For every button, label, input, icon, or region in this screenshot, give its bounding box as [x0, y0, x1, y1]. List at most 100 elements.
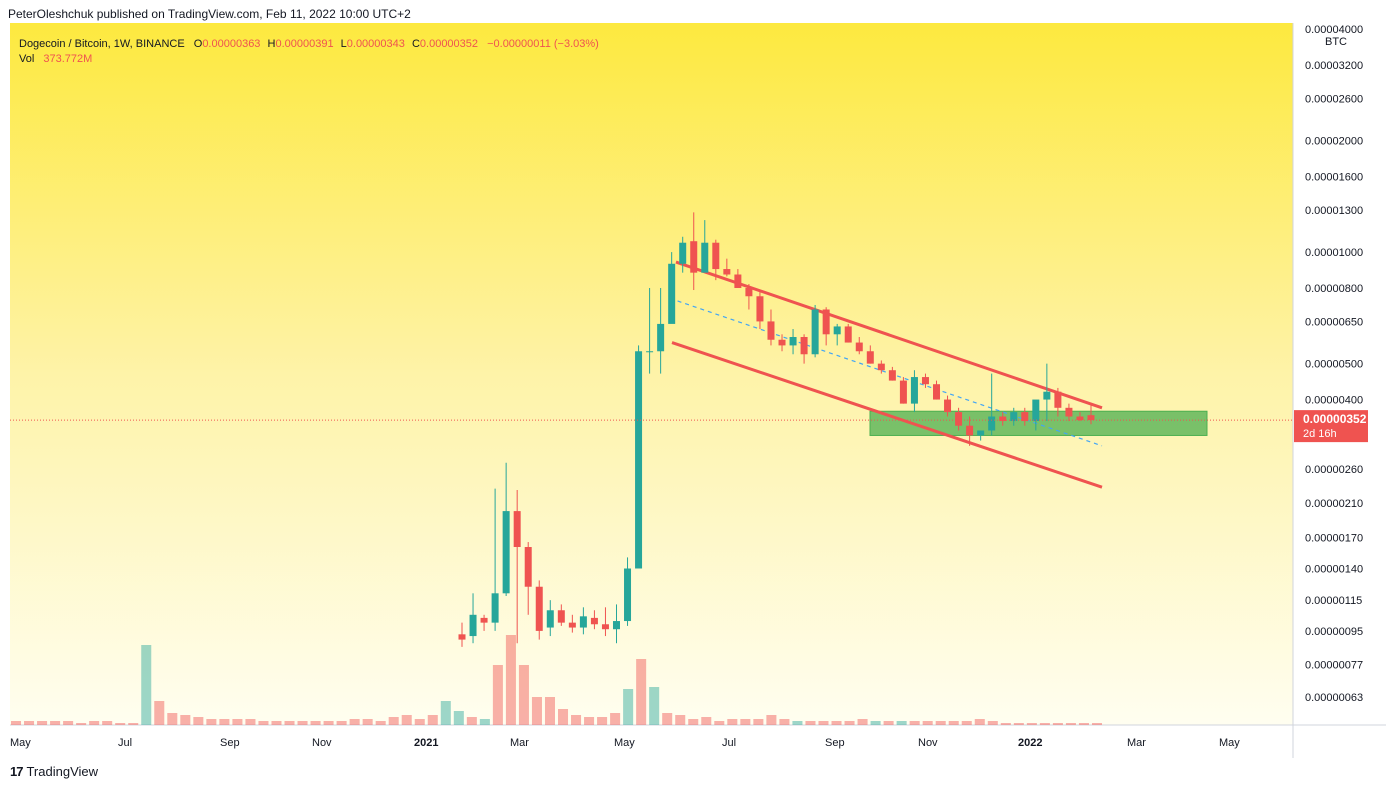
candle-body [557, 610, 565, 623]
volume-bar [258, 721, 269, 725]
candle [723, 258, 731, 277]
candle [844, 323, 852, 343]
price-tick-label: 0.00000210 [1305, 498, 1363, 510]
price-tick-label: 0.00000260 [1305, 464, 1363, 476]
change-value: −0.00000011 (−3.03%) [487, 38, 599, 50]
price-tick-label: 0.00002000 [1305, 136, 1363, 148]
volume-bar [414, 719, 425, 725]
candle-body [1087, 415, 1095, 421]
time-tick-label: Nov [918, 737, 938, 749]
candle [1043, 363, 1051, 422]
candle-body [1043, 391, 1051, 400]
volume-bar [818, 721, 829, 725]
candle-body [888, 370, 896, 381]
volume-bar [362, 719, 373, 725]
volume-bar [636, 659, 647, 725]
time-tick-label: May [10, 737, 31, 749]
chart-area[interactable]: 0.00004000 BTC 0.00003200 0.00002600 0.00002… [0, 23, 1386, 758]
volume-bar [180, 715, 191, 725]
volume-bar [792, 721, 803, 725]
volume-bar [831, 721, 842, 725]
candle-body [690, 241, 698, 273]
high-key: H [267, 38, 276, 50]
volume-bar [1000, 723, 1011, 725]
candle-body [657, 323, 665, 352]
volume-bar [128, 723, 139, 725]
candle-body [712, 242, 720, 270]
volume-bar [909, 721, 920, 725]
time-tick-label: May [1219, 737, 1240, 749]
volume-bar [805, 721, 816, 725]
candle-body [767, 321, 775, 340]
volume-bar [571, 715, 582, 725]
candle [933, 380, 941, 400]
candle-body [546, 610, 554, 628]
candle-body [866, 351, 874, 364]
candle-body [513, 511, 521, 548]
volume-bar [974, 719, 985, 725]
volume-bar [401, 715, 412, 725]
volume-bar [688, 719, 699, 725]
volume-key: Vol [19, 53, 35, 65]
volume-bar [948, 721, 959, 725]
candle-body [734, 274, 742, 289]
candle-body [789, 337, 797, 346]
candle-body [723, 269, 731, 275]
candle [646, 288, 654, 374]
volume-bar [115, 723, 126, 725]
volume-bar [1039, 723, 1050, 725]
price-tick-label: 0.00000077 [1305, 660, 1363, 672]
candle-body [612, 621, 620, 630]
time-tick-label: May [614, 737, 635, 749]
candle [480, 614, 488, 631]
volume-value: 373.772M [43, 53, 93, 65]
candle-body [535, 586, 543, 631]
candle-body [921, 377, 929, 385]
candle [811, 304, 819, 358]
volume-bar [466, 717, 477, 725]
volume-bar [779, 719, 790, 725]
price-tick-label: 0.00001600 [1305, 171, 1363, 183]
candle [524, 542, 532, 615]
price-tick-label: 0.00004000 [1305, 24, 1363, 36]
candle [1021, 407, 1029, 426]
chart-background [10, 23, 1293, 725]
candle [513, 490, 521, 644]
time-axis[interactable]: May Jul Sep Nov 2021 Mar May Jul Sep Nov 2022 Mar Ma… [10, 737, 1240, 749]
volume-bar [597, 717, 608, 725]
candle-body [1021, 412, 1029, 422]
volume-bar [896, 721, 907, 725]
price-scale-background [1293, 23, 1386, 725]
candle-body [590, 617, 598, 625]
price-tick-label: 0.00001000 [1305, 247, 1363, 259]
volume-bar [857, 719, 868, 725]
symbol-title[interactable]: Dogecoin / Bitcoin, 1W, BINANCE [19, 38, 185, 50]
volume-bar [284, 721, 295, 725]
volume-bar [1065, 723, 1076, 725]
volume-bar [1013, 723, 1024, 725]
open-value: 0.00000363 [202, 38, 261, 50]
volume-bar [154, 701, 165, 725]
brand-name[interactable]: TradingView [26, 764, 99, 779]
volume-bar [883, 721, 894, 725]
volume-bar [870, 721, 881, 725]
candle-body [833, 326, 841, 335]
volume-bar [323, 721, 334, 725]
volume-bar [375, 721, 386, 725]
candle-body [778, 339, 786, 346]
candle [1054, 387, 1062, 417]
candle [767, 309, 775, 346]
candle [910, 370, 918, 413]
footer: 17 TradingView [10, 764, 98, 779]
price-tick-label: 0.00000063 [1305, 692, 1363, 704]
time-tick-label: Sep [220, 737, 240, 749]
volume-bar [193, 717, 204, 725]
tradingview-logo-icon[interactable]: 17 [10, 764, 24, 779]
currency-label: BTC [1325, 36, 1347, 48]
ohlc-row: Dogecoin / Bitcoin, 1W, BINANCE O0.00000… [19, 37, 599, 52]
volume-bar [50, 721, 61, 725]
volume-bar [1026, 723, 1037, 725]
candle-body [701, 242, 709, 273]
